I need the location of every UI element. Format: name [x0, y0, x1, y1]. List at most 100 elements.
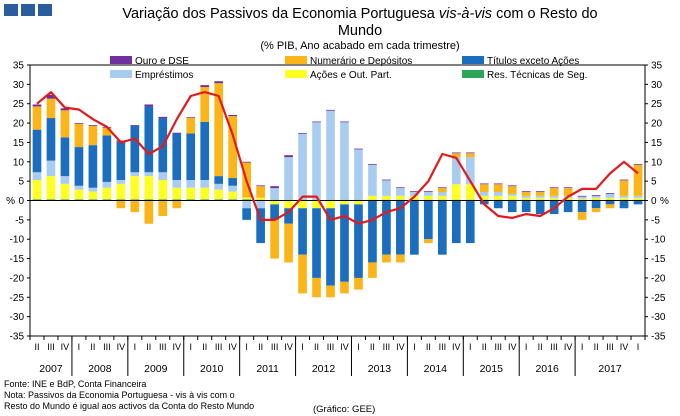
quarter-label: IV [508, 342, 517, 352]
bar-acoes [563, 197, 573, 200]
quarter-label: IV [61, 342, 70, 352]
quarter-label: I [525, 342, 528, 352]
bar-acoes [242, 197, 251, 200]
bar-res_tecnicas [130, 199, 140, 201]
bar-numerario [74, 123, 84, 148]
year-label: 2007 [39, 363, 63, 375]
bar-emprestimos [535, 195, 545, 198]
bar-emprestimos [228, 185, 238, 192]
bar-titulos [493, 200, 503, 209]
bar-numerario [493, 184, 503, 192]
y-tick-label-right: 20 [651, 119, 663, 130]
bar-titulos [312, 208, 321, 278]
quarter-label: II [202, 342, 207, 352]
y-tick-label-left: 25 [13, 99, 25, 110]
bar-emprestimos [479, 191, 489, 196]
bar-emprestimos [521, 195, 531, 198]
bar-emprestimos [270, 188, 279, 200]
bar-acoes [144, 176, 154, 200]
bar-emprestimos [74, 185, 84, 190]
bar-acoes [382, 195, 391, 200]
bar-numerario [102, 127, 112, 136]
bar-titulos [298, 208, 307, 255]
year-label: 2010 [200, 363, 224, 375]
bar-acoes [200, 187, 210, 200]
quarter-label: IV [340, 342, 349, 352]
bar-emprestimos [298, 133, 307, 200]
year-label: 2016 [535, 363, 559, 375]
bar-acoes [256, 197, 265, 200]
y-tick-label-left: -35 [10, 332, 25, 343]
bar-acoes [186, 187, 196, 200]
bar-acoes [465, 184, 475, 200]
bar-ouro [479, 183, 489, 185]
bar-res_tecnicas [228, 199, 238, 201]
bar-titulos [382, 200, 391, 255]
bar-numerario [535, 191, 545, 196]
bar-ouro [619, 179, 629, 181]
bar-titulos [535, 200, 545, 215]
bar-ouro [60, 108, 70, 111]
bar-ouro [633, 164, 643, 165]
legend-label-emprestimos: Empréstimos [135, 70, 193, 81]
bar-numerario [577, 212, 587, 220]
y-tick-label-right: 10 [651, 157, 663, 168]
note-line2: Resto do Mundo é igual aos activos da Co… [4, 401, 255, 411]
bar-res_tecnicas [102, 199, 112, 201]
bar-titulos [619, 200, 629, 209]
bar-acoes [46, 176, 56, 200]
bar-numerario [549, 188, 559, 196]
quarter-label: II [594, 342, 599, 352]
quarter-label: I [78, 342, 81, 352]
bar-ouro [74, 123, 84, 124]
y-tick-label-right: 15 [651, 138, 663, 149]
bar-acoes [340, 200, 349, 205]
quarter-label: IV [396, 342, 405, 352]
quarter-label: I [189, 342, 192, 352]
bar-numerario [354, 277, 363, 290]
bar-titulos [424, 200, 433, 240]
bar-emprestimos [312, 122, 321, 200]
chart-title-italic: vis-à-vis [438, 6, 493, 22]
bar-emprestimos [46, 160, 56, 177]
bar-acoes [130, 176, 140, 200]
quarter-label: II [482, 342, 487, 352]
bar-res_tecnicas [214, 199, 224, 201]
bar-numerario [228, 116, 238, 179]
bar-numerario [116, 200, 126, 209]
bar-numerario [396, 254, 405, 263]
bar-emprestimos [507, 193, 517, 196]
quarter-label: III [606, 342, 614, 352]
bar-emprestimos [424, 191, 433, 196]
bar-numerario [186, 118, 196, 134]
quarter-label: I [301, 342, 304, 352]
bar-emprestimos [256, 200, 265, 209]
quarter-label: III [103, 342, 111, 352]
quarter-label: I [357, 342, 360, 352]
quarter-label: II [426, 342, 431, 352]
bar-titulos [74, 147, 84, 186]
bar-ouro [312, 121, 321, 123]
bar-ouro [158, 116, 168, 119]
quarter-label: IV [284, 342, 293, 352]
bar-titulos [214, 176, 224, 184]
quarter-label: II [34, 342, 39, 352]
bar-numerario [312, 277, 321, 298]
total-line [36, 90, 639, 225]
bar-res_tecnicas [46, 199, 56, 201]
bar-ouro [256, 185, 265, 187]
source-text: Fonte: INE e BdP, Conta Financeira [4, 379, 147, 389]
bar-ouro [424, 191, 433, 192]
y-tick-label-left: 35 [13, 61, 25, 72]
bar-acoes [521, 197, 531, 200]
bar-numerario [438, 188, 447, 192]
bar-ouro [493, 183, 503, 185]
quarter-label: I [413, 342, 416, 352]
bar-numerario [633, 164, 643, 196]
y-tick-label-left: -20 [10, 273, 25, 284]
bar-ouro [549, 187, 559, 189]
bar-ouro [507, 185, 517, 187]
bar-acoes [74, 189, 84, 200]
bar-acoes [312, 200, 321, 209]
quarter-label: III [383, 342, 391, 352]
